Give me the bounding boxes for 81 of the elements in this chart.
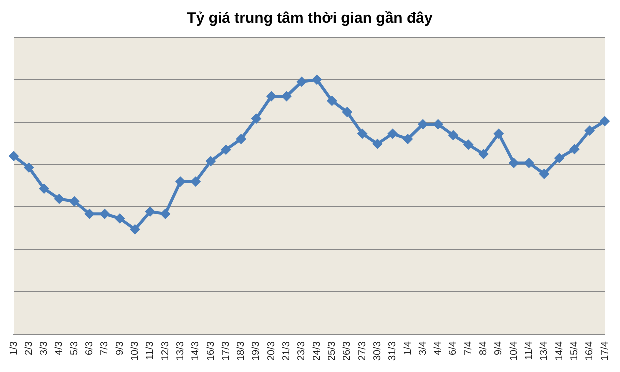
x-tick-label: 5/3 — [69, 341, 80, 356]
x-tick-label: 18/3 — [236, 341, 248, 362]
point — [296, 76, 307, 87]
point — [70, 196, 80, 207]
point — [554, 153, 565, 164]
x-tick-label: 20/3 — [266, 341, 278, 362]
x-tick-label: 4/3 — [54, 341, 66, 356]
point — [342, 107, 352, 118]
x-tick-label: 16/3 — [206, 341, 217, 362]
point — [100, 209, 110, 220]
point — [418, 119, 428, 130]
x-tick-label: 6/3 — [84, 341, 96, 356]
point — [54, 194, 64, 204]
point — [160, 209, 171, 220]
x-tick-label: 27/3 — [357, 341, 368, 362]
point — [221, 144, 232, 155]
x-tick-label: 9/4 — [494, 341, 505, 356]
point — [145, 206, 156, 217]
x-tick-label: 21/3 — [282, 341, 293, 362]
x-tick-label: 1/4 — [402, 341, 414, 356]
point — [327, 96, 338, 106]
x-tick-label: 17/4 — [600, 341, 611, 362]
x-tick-label: 9/3 — [114, 341, 126, 356]
x-tick-label: 11/4 — [524, 341, 535, 360]
point — [584, 126, 595, 136]
x-tick-label: 14/4 — [554, 341, 566, 362]
x-tick-label: 3/3 — [39, 341, 50, 356]
point — [570, 144, 580, 154]
point — [494, 128, 504, 139]
x-tick-label: 7/3 — [100, 341, 111, 356]
point — [358, 128, 368, 139]
point — [312, 74, 322, 85]
point — [388, 128, 398, 139]
x-tick-label: 8/4 — [478, 341, 490, 356]
x-tick-label: 26/3 — [342, 341, 354, 362]
x-tick-label: 25/3 — [326, 341, 338, 362]
x-tick-label: 14/3 — [190, 341, 202, 362]
x-tick-label: 15/4 — [569, 341, 580, 362]
point — [539, 169, 550, 180]
x-tick-label: 6/4 — [448, 341, 460, 356]
point — [39, 184, 50, 194]
point — [464, 140, 474, 150]
point — [266, 91, 277, 102]
x-tick-label: 1/3 — [8, 341, 20, 356]
point — [403, 134, 413, 144]
point — [524, 158, 534, 168]
point — [448, 130, 458, 140]
x-tick-label: 13/4 — [539, 341, 550, 362]
x-tick-label: 12/3 — [160, 341, 172, 362]
point — [130, 224, 140, 235]
point — [509, 158, 520, 168]
point — [206, 156, 216, 166]
x-tick-label: 19/3 — [251, 341, 262, 362]
x-tick-label: 11/3 — [145, 341, 156, 360]
point — [251, 114, 262, 124]
point — [9, 151, 19, 162]
x-tick-label: 13/3 — [175, 341, 186, 362]
point — [176, 176, 186, 187]
x-tick-label: 7/4 — [463, 341, 474, 356]
point — [84, 209, 95, 220]
point — [372, 139, 383, 150]
chart-title: Tỷ giá trung tâm thời gian gần đây — [186, 9, 434, 29]
point — [433, 119, 444, 130]
point — [236, 134, 246, 144]
x-tick-label: 17/3 — [220, 341, 232, 362]
point — [24, 162, 34, 173]
point — [478, 149, 489, 160]
point — [282, 91, 292, 102]
point — [190, 176, 201, 187]
x-tick-label: 30/3 — [372, 341, 384, 362]
x-tick-label: 16/4 — [584, 341, 596, 362]
x-tick-label: 10/4 — [508, 341, 520, 362]
x-tick-label: 31/3 — [388, 341, 399, 362]
x-tick-label: 3/4 — [418, 341, 429, 356]
point — [600, 116, 610, 126]
x-tick-label: 24/3 — [312, 341, 323, 362]
x-tick-label: 2/3 — [24, 341, 35, 356]
x-tick-label: 10/3 — [130, 341, 141, 362]
point — [115, 214, 126, 224]
x-tick-label: 4/4 — [433, 341, 444, 356]
x-tick-label: 23/3 — [296, 341, 308, 362]
